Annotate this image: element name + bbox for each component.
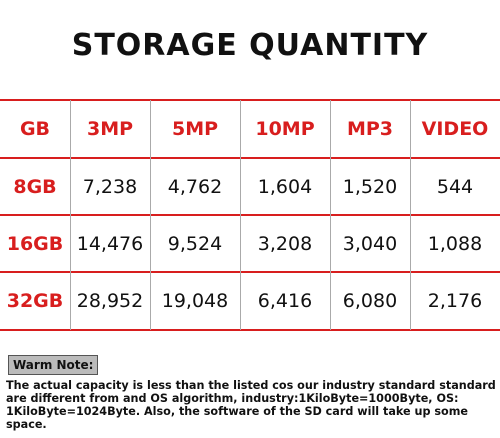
column-divider bbox=[240, 100, 241, 330]
row-divider bbox=[0, 99, 500, 101]
warm-note-label: Warm Note: bbox=[8, 355, 99, 375]
table-cell: 14,476 bbox=[76, 232, 144, 255]
column-divider bbox=[150, 100, 151, 330]
title: STORAGE QUANTITY bbox=[71, 28, 429, 63]
row-header: 16GB bbox=[6, 232, 64, 255]
table-cell: 1,088 bbox=[427, 232, 483, 255]
column-header: GB bbox=[19, 118, 51, 140]
table-cell: 544 bbox=[436, 175, 474, 198]
column-divider bbox=[330, 100, 331, 330]
row-divider bbox=[0, 214, 500, 216]
table-cell: 6,080 bbox=[342, 290, 398, 312]
row-header: 32GB bbox=[6, 290, 64, 312]
row-divider bbox=[0, 271, 500, 273]
table-cell: 3,208 bbox=[257, 232, 313, 255]
table-cell: 3,040 bbox=[342, 232, 398, 255]
table-cell: 2,176 bbox=[427, 290, 483, 312]
row-divider bbox=[0, 157, 500, 159]
column-divider bbox=[70, 100, 71, 330]
column-header: 5MP bbox=[171, 118, 219, 140]
column-divider bbox=[410, 100, 411, 330]
column-header: VIDEO bbox=[421, 118, 489, 140]
row-divider bbox=[0, 329, 500, 331]
table-cell: 6,416 bbox=[257, 290, 313, 312]
row-header: 8GB bbox=[13, 175, 57, 198]
table-cell: 28,952 bbox=[76, 290, 144, 312]
storage-table: GB 3MP 5MP 10MP MP3 VIDEO 8GB 7,238 4,762 1,604 1,… bbox=[0, 99, 500, 331]
table-cell: 7,238 bbox=[82, 175, 138, 198]
column-header: MP3 bbox=[346, 118, 394, 140]
table-cell: 19,048 bbox=[161, 290, 229, 312]
table-cell: 1,520 bbox=[342, 175, 398, 198]
column-header: 3MP bbox=[86, 118, 134, 140]
table-cell: 1,604 bbox=[257, 175, 313, 198]
table-cell: 4,762 bbox=[167, 175, 223, 198]
column-header: 10MP bbox=[255, 118, 315, 140]
table-cell: 9,524 bbox=[167, 232, 223, 255]
note-text: The actual capacity is less than the lis… bbox=[6, 379, 496, 431]
